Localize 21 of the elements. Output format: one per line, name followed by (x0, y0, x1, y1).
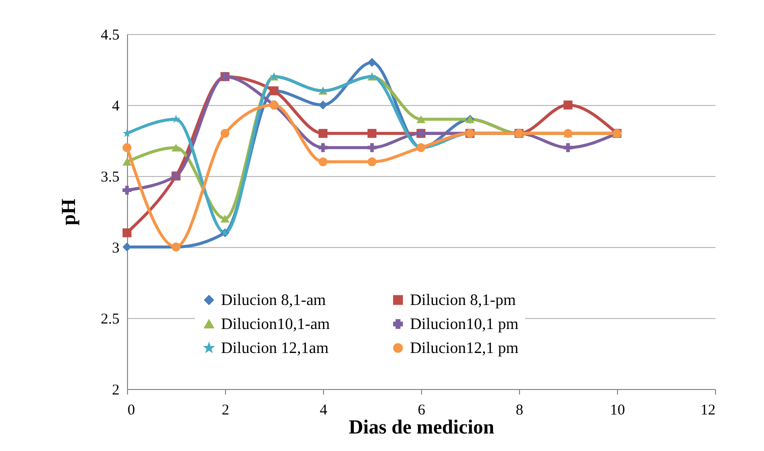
y-tick-label: 3 (112, 240, 120, 256)
legend-label: Dilucion 12,1am (221, 340, 330, 357)
x-tick-label: 8 (516, 402, 524, 418)
x-tick-label: 10 (610, 402, 625, 418)
y-tick-label: 2 (112, 382, 120, 398)
x-axis-title: Dias de medicion (348, 416, 494, 438)
y-axis-title: pH (58, 198, 80, 226)
legend-label: Dilucion10,1-am (221, 316, 330, 333)
legend-label: Dilucion 8,1-pm (410, 292, 516, 309)
legend-label: Dilucion12,1 pm (410, 340, 519, 357)
y-tick-label: 2.5 (100, 312, 120, 328)
y-tick-label: 3.5 (100, 170, 120, 186)
x-tick-label: 6 (418, 402, 426, 418)
x-tick-label: 12 (700, 402, 716, 418)
legend-label: Dilucion10,1 pm (410, 316, 519, 333)
x-tick-label: 0 (128, 402, 135, 418)
x-tick-label: 4 (320, 402, 328, 418)
legend-label: Dilucion 8,1-am (221, 292, 326, 309)
y-tick-label: 4.5 (100, 28, 120, 44)
x-tick-label: 2 (222, 402, 230, 418)
y-tick-label: 4 (112, 98, 120, 114)
